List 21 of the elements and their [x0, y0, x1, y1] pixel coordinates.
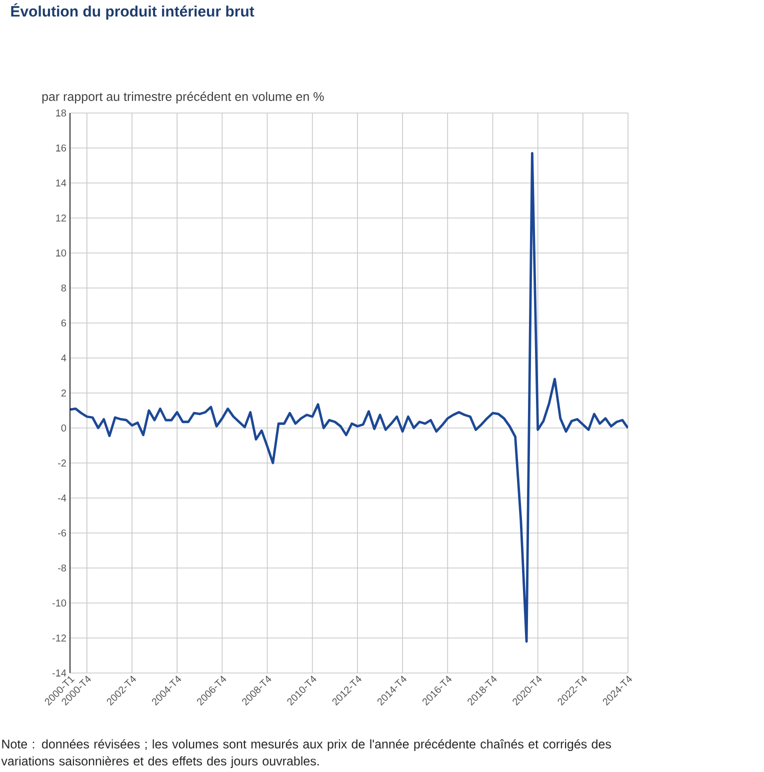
text: Note : données révisées ; les volumes sont mesurés aux prix de l'année précédente chaînés et corrigés des variations saisonnières et des effets des jours ouvrables.	[1, 739, 611, 768]
y-tick-label: -6	[58, 529, 66, 537]
y-tick-label: -8	[58, 564, 66, 572]
line-series	[70, 152, 628, 643]
chart-title: Évolution du produit intérieur brut	[11, 3, 254, 20]
y-tick-label: 6	[61, 319, 66, 327]
y-tick-label: 2	[61, 390, 66, 396]
y-tick-label: 12	[56, 214, 66, 222]
y-tick-label: -10	[52, 599, 66, 607]
y-tick-label: -12	[52, 634, 66, 642]
y-tick-label: -2	[58, 460, 66, 466]
y-axis-title: par rapport au trimestre précédent en volume en %	[42, 92, 324, 104]
y-tick-label: 4	[61, 354, 66, 362]
y-tick-label: 18	[56, 109, 66, 117]
y-tick-label: 10	[56, 249, 66, 257]
y-tick-label: 16	[56, 144, 66, 152]
y-tick-label: -4	[58, 494, 66, 502]
y-tick-label: -14	[52, 670, 66, 676]
y-tick-label: 0	[61, 424, 66, 432]
y-tick-label: 14	[56, 180, 66, 186]
y-tick-label: 8	[61, 284, 66, 292]
